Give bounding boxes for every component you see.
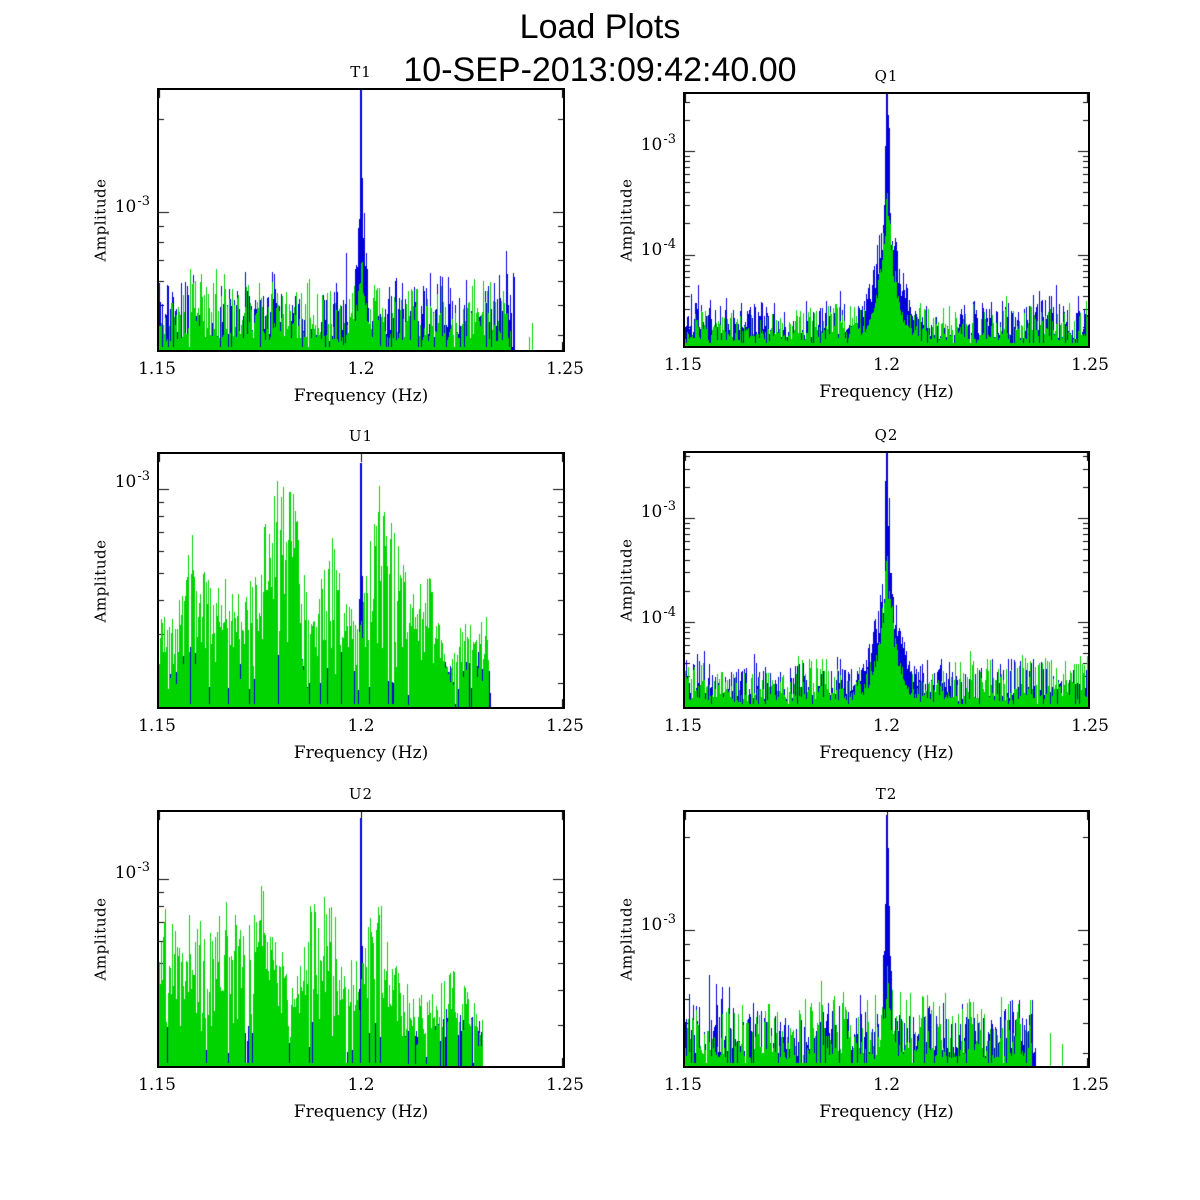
x-tick-label: 1.2 xyxy=(347,1075,375,1095)
spectrum-canvas-u2 xyxy=(159,812,563,1066)
spectrum-canvas-q2 xyxy=(685,453,1088,707)
subplot-t1: T1 Amplitude 10-3 1.15 1.2 1.25 Frequenc… xyxy=(91,63,584,405)
plot-frame xyxy=(683,92,1090,348)
x-tick-label: 1.2 xyxy=(872,1075,901,1095)
y-tick-label: 10-4 xyxy=(640,604,676,628)
y-tick-label xyxy=(149,810,150,827)
x-tick-label: 1.25 xyxy=(1071,716,1109,736)
subplot-u2: U2 Amplitude 10-3 1.15 1.2 1.25 Frequenc… xyxy=(91,785,584,1121)
y-tick-label: 10-3 xyxy=(640,911,676,935)
y-axis-label-wrap: Amplitude xyxy=(614,810,638,1068)
x-tick-label: 1.2 xyxy=(872,716,901,736)
x-axis-label: Frequency (Hz) xyxy=(819,1102,954,1122)
y-axis-label-wrap: Amplitude xyxy=(88,88,112,352)
x-tick-label: 1.15 xyxy=(664,716,702,736)
x-tick-label: 1.25 xyxy=(1071,1075,1109,1095)
spectrum-canvas-t2 xyxy=(685,812,1088,1066)
plot-frame xyxy=(157,810,565,1068)
subplot-title: Q2 xyxy=(874,426,899,444)
x-axis-label: Frequency (Hz) xyxy=(293,1102,429,1122)
timestamp: 10-SEP-2013:09:42:40.00 xyxy=(403,51,797,89)
y-tick-label xyxy=(675,810,676,827)
spectrum-canvas-t1 xyxy=(159,90,563,350)
y-axis-label-wrap: Amplitude xyxy=(614,92,638,348)
subplot-title: U1 xyxy=(348,427,374,445)
spectrum-canvas-u1 xyxy=(159,454,563,707)
y-axis-label: Amplitude xyxy=(91,178,110,262)
subplot-title: T1 xyxy=(350,63,372,81)
subplot-q1: Q1 Amplitude 10-3 10-4 1.15 1.2 1.25 Fre… xyxy=(617,67,1109,401)
x-tick-label: 1.2 xyxy=(872,355,901,375)
y-tick-label xyxy=(149,452,150,469)
x-tick-label: 1.15 xyxy=(664,355,702,375)
y-axis-label-wrap: Amplitude xyxy=(88,452,112,709)
plot-frame xyxy=(683,451,1090,709)
subplot-title: T2 xyxy=(875,785,898,803)
x-tick-label: 1.15 xyxy=(138,1075,176,1095)
y-tick-label: 10-3 xyxy=(114,194,150,218)
plot-frame xyxy=(683,810,1090,1068)
subplot-u1: U1 Amplitude 10-3 1.15 1.2 1.25 Frequenc… xyxy=(91,427,584,762)
subplot-q2: Q2 Amplitude 10-3 10-4 1.15 1.2 1.25 Fre… xyxy=(617,426,1109,762)
x-tick-label: 1.15 xyxy=(664,1075,702,1095)
y-axis-label: Amplitude xyxy=(91,539,110,622)
page-title: Load Plots xyxy=(519,8,681,46)
x-tick-label: 1.25 xyxy=(1071,355,1109,375)
x-tick-label: 1.25 xyxy=(546,359,584,379)
y-tick-label xyxy=(149,88,150,105)
y-axis-label-wrap: Amplitude xyxy=(88,810,112,1068)
x-axis-label: Frequency (Hz) xyxy=(293,386,429,406)
x-tick-label: 1.2 xyxy=(347,359,375,379)
x-tick-label: 1.15 xyxy=(138,359,176,379)
y-tick-label: 10-3 xyxy=(114,860,150,884)
subplot-title: Q1 xyxy=(874,67,899,85)
y-tick-label: 10-3 xyxy=(640,499,676,523)
plot-frame xyxy=(157,452,565,709)
x-tick-label: 1.2 xyxy=(347,716,375,736)
y-axis-label-wrap: Amplitude xyxy=(614,451,638,709)
plot-frame xyxy=(157,88,565,352)
y-axis-label: Amplitude xyxy=(91,897,110,981)
y-axis-label: Amplitude xyxy=(617,178,636,262)
x-tick-label: 1.15 xyxy=(138,716,176,736)
y-axis-label: Amplitude xyxy=(617,897,636,981)
x-tick-label: 1.25 xyxy=(546,1075,584,1095)
y-tick-label: 10-4 xyxy=(640,237,676,261)
spectrum-canvas-q1 xyxy=(685,94,1088,346)
x-axis-label: Frequency (Hz) xyxy=(819,743,954,763)
y-tick-label: 10-3 xyxy=(114,469,150,493)
x-axis-label: Frequency (Hz) xyxy=(293,743,429,763)
subplot-t2: T2 Amplitude 10-3 1.15 1.2 1.25 Frequenc… xyxy=(617,785,1109,1121)
subplot-title: U2 xyxy=(348,785,374,803)
y-tick-label: 10-3 xyxy=(640,132,676,156)
x-axis-label: Frequency (Hz) xyxy=(819,382,954,402)
x-tick-label: 1.25 xyxy=(546,716,584,736)
y-axis-label: Amplitude xyxy=(617,538,636,622)
